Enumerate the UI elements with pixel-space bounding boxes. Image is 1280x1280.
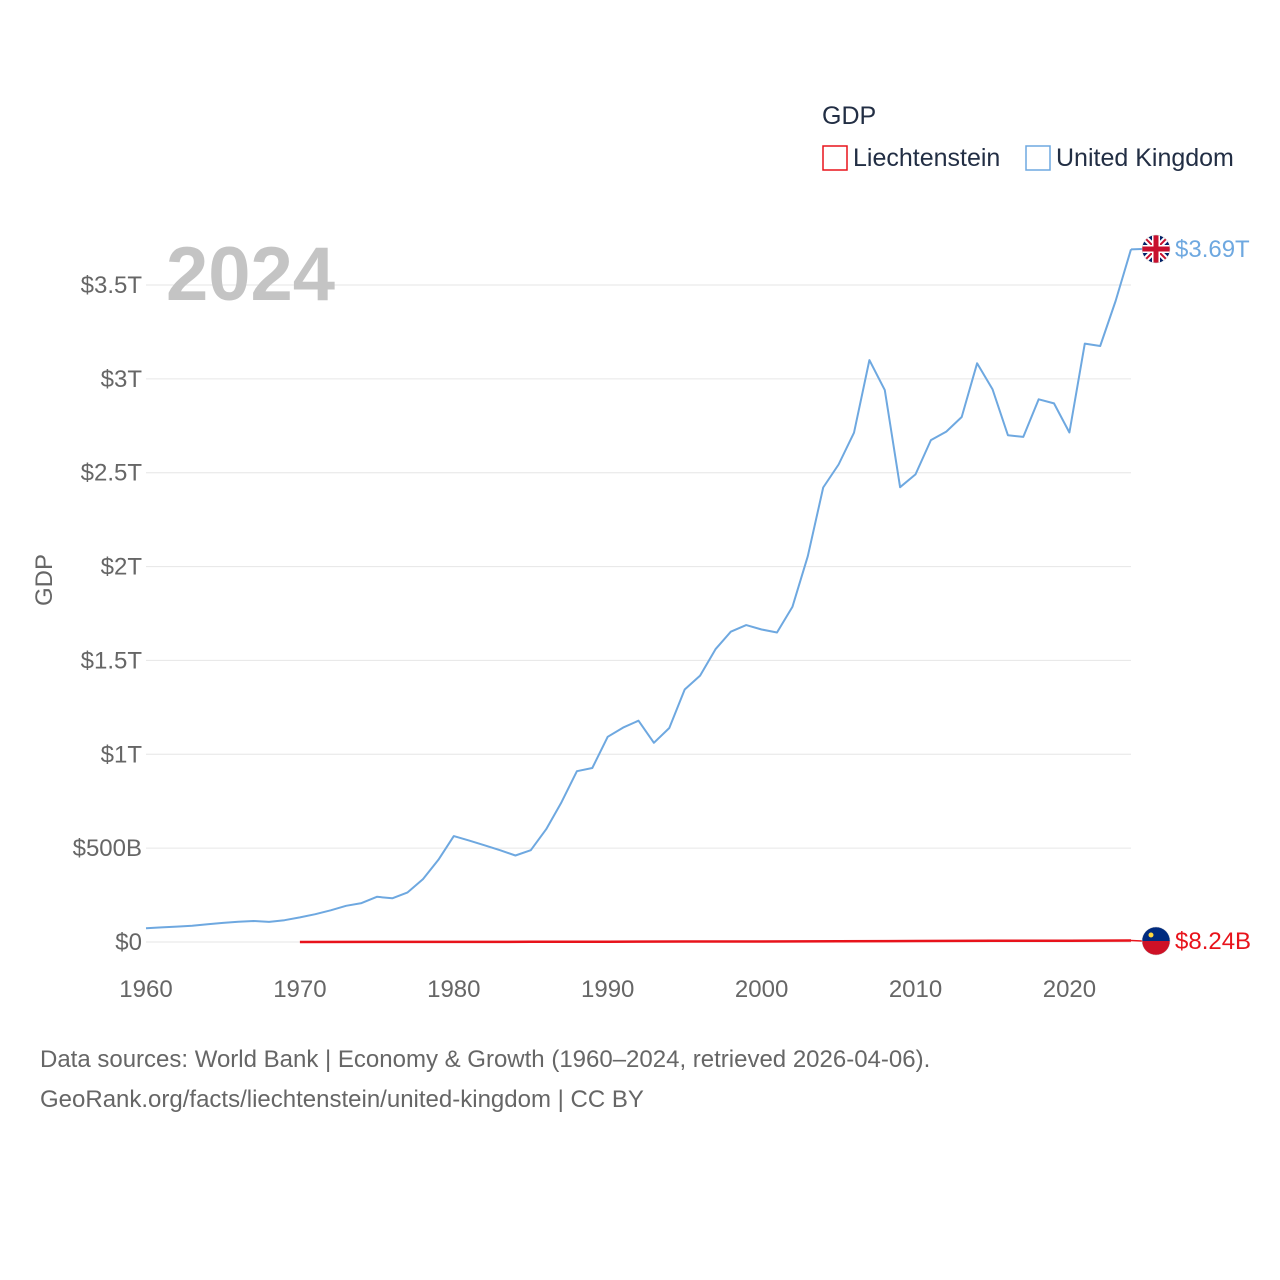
legend: GDP Liechtenstein United Kingdom: [822, 102, 1234, 172]
series-line-liechtenstein: [299, 939, 1132, 944]
x-tick-label: 1980: [427, 976, 480, 1003]
legend-item-united-kingdom[interactable]: United Kingdom: [1025, 144, 1234, 172]
legend-item-liechtenstein[interactable]: Liechtenstein: [822, 144, 1000, 172]
source-line-attribution: GeoRank.org/facts/liechtenstein/united-k…: [40, 1086, 644, 1113]
y-axis-title: GDP: [31, 554, 58, 606]
source-note: Data sources: World Bank | Economy & Gro…: [40, 1040, 1240, 1120]
grid-lines: [146, 284, 1131, 943]
uk-flag-icon: [1142, 235, 1170, 263]
x-tick-label: 1990: [581, 976, 634, 1003]
x-tick-label: 2020: [1043, 976, 1096, 1003]
end-marker-liechtenstein: $8.24B: [1130, 926, 1251, 956]
end-value-label-liechtenstein: $8.24B: [1175, 928, 1251, 955]
liechtenstein-flag-icon: [1142, 927, 1170, 955]
y-tick-label: $500B: [73, 835, 142, 862]
end-marker-united-kingdom: $3.69T: [1130, 234, 1250, 264]
y-tick-label: $1T: [101, 741, 143, 768]
legend-title: GDP: [822, 102, 876, 130]
series-line-united-kingdom: [145, 249, 1132, 930]
legend-swatch-liechtenstein: [822, 145, 848, 171]
y-axis-ticks: $0 $500B $1T $1.5T $2T $2.5T $3T $3.5T: [73, 272, 143, 956]
series-end-markers: $3.69T $8.24B: [1130, 234, 1251, 956]
x-tick-label: 1960: [119, 976, 172, 1003]
y-tick-label: $0: [115, 929, 142, 956]
x-tick-label: 1970: [273, 976, 326, 1003]
legend-swatch-united-kingdom: [1025, 145, 1051, 171]
legend-label-liechtenstein: Liechtenstein: [853, 144, 1000, 172]
x-axis-ticks: 1960 1970 1980 1990 2000 2010 2020: [119, 976, 1096, 1003]
x-tick-label: 2000: [735, 976, 788, 1003]
x-tick-label: 2010: [889, 976, 942, 1003]
end-connector: [1130, 939, 1143, 942]
y-tick-label: $3.5T: [81, 272, 143, 299]
y-tick-label: $2T: [101, 554, 143, 581]
y-tick-label: $1.5T: [81, 647, 143, 674]
year-watermark: 2024: [166, 232, 335, 317]
series-lines: [145, 249, 1132, 944]
y-tick-label: $3T: [101, 366, 143, 393]
y-tick-label: $2.5T: [81, 460, 143, 487]
end-value-label-united-kingdom: $3.69T: [1175, 236, 1250, 263]
legend-label-united-kingdom: United Kingdom: [1056, 144, 1234, 172]
source-line-datasource: Data sources: World Bank | Economy & Gro…: [40, 1046, 931, 1073]
